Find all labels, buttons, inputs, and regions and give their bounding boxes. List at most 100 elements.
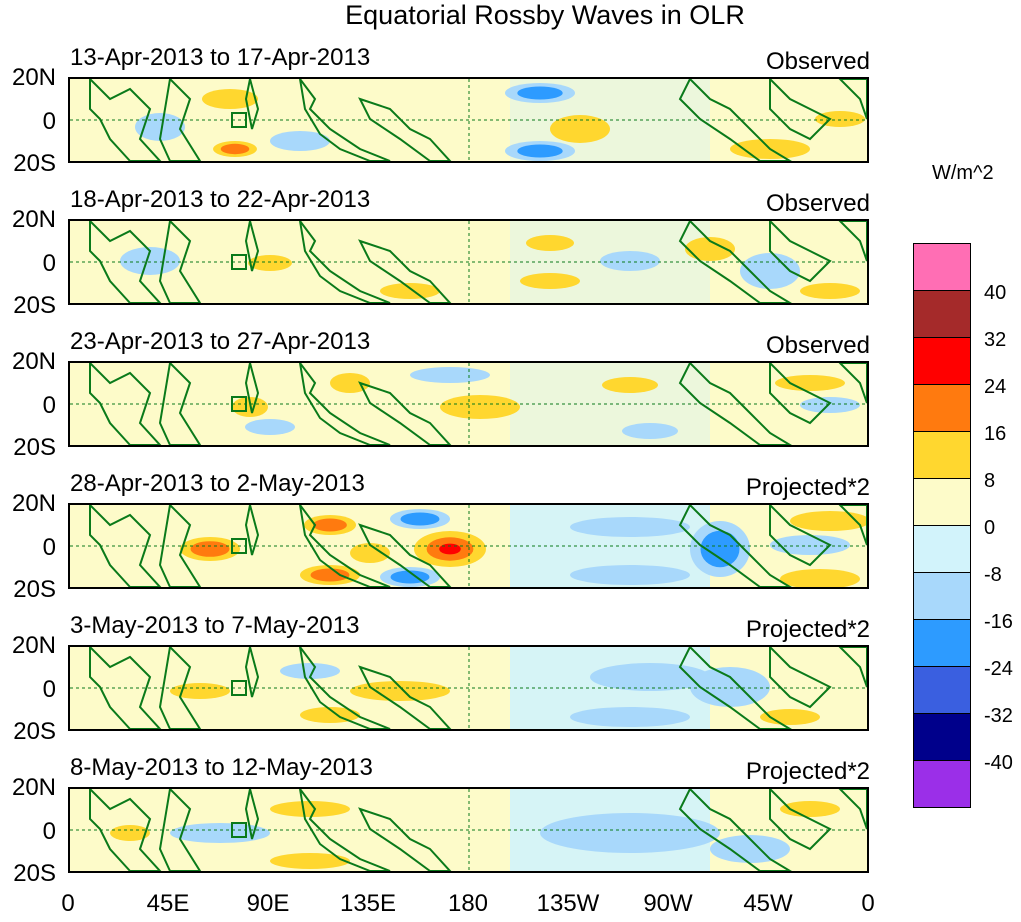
coastline <box>769 79 832 141</box>
coastline <box>358 97 452 161</box>
coastline <box>158 505 202 587</box>
coastline <box>769 221 832 283</box>
map-panel-3: 23-Apr-2013 to 27-Apr-2013 Observed <box>0 328 880 458</box>
positive-anomaly-contour <box>520 273 580 289</box>
map-panel-4: 28-Apr-2013 to 2-May-2013 Projected*2 <box>0 470 880 600</box>
coastline <box>158 789 202 871</box>
colorbar-label: 16 <box>984 423 1007 445</box>
lat-label-20n: 20N <box>11 774 56 801</box>
positive-anomaly-contour <box>526 235 574 251</box>
lat-label-20n: 20N <box>11 632 56 659</box>
map-panel-2: 18-Apr-2013 to 22-Apr-2013 Observed <box>0 186 880 316</box>
coastline <box>299 79 391 161</box>
coastline <box>89 647 162 729</box>
negative-anomaly-contour <box>600 251 660 271</box>
coastline <box>358 665 452 729</box>
positive-anomaly-contour <box>815 111 865 127</box>
coastline <box>89 363 162 445</box>
positive-anomaly-contour <box>775 375 845 391</box>
coastline <box>158 79 202 161</box>
coastline <box>158 647 202 729</box>
lon-label: 0 <box>61 890 75 917</box>
panel-data-type: Observed <box>765 190 870 217</box>
coastline <box>299 363 391 445</box>
positive-anomaly-contour <box>380 283 440 299</box>
colorbar-units: W/m^2 <box>932 162 994 184</box>
panel-data-type: Observed <box>765 332 870 359</box>
coastline <box>838 79 867 120</box>
map-frame-5 <box>68 645 869 731</box>
olr-anomaly-map <box>70 221 867 303</box>
lat-label-20s: 20S <box>13 860 56 887</box>
colorbar-label: 40 <box>984 282 1007 304</box>
colorbar-swatch <box>913 666 971 713</box>
coastline <box>244 647 260 698</box>
colorbar-label: -16 <box>984 611 1013 633</box>
negative-anomaly-contour <box>245 419 295 435</box>
panel-date-range: 13-Apr-2013 to 17-Apr-2013 <box>70 44 371 71</box>
colorbar-swatch <box>913 290 971 337</box>
lat-label-eq: 0 <box>42 108 56 135</box>
olr-anomaly-map <box>70 789 867 871</box>
positive-anomaly-contour <box>170 683 230 699</box>
lon-label: 135E <box>339 890 397 917</box>
map-frame-3 <box>68 361 869 447</box>
coastline <box>358 807 452 871</box>
olr-anomaly-map <box>70 647 867 729</box>
coastline <box>244 79 260 130</box>
map-frame-6 <box>68 787 869 873</box>
lat-label-20n: 20N <box>11 64 56 91</box>
coastline <box>244 505 260 556</box>
lat-label-20s: 20S <box>13 434 56 461</box>
coastline <box>358 239 452 303</box>
negative-anomaly-contour <box>270 131 330 151</box>
lat-label-eq: 0 <box>42 676 56 703</box>
lat-label-20s: 20S <box>13 576 56 603</box>
colorbar-swatch <box>913 243 971 290</box>
negative-anomaly-contour <box>590 663 710 691</box>
olr-anomaly-map <box>70 505 867 587</box>
lon-label: 0 <box>861 890 875 917</box>
positive-anomaly-contour <box>602 377 658 393</box>
colorbar-swatch <box>913 478 971 525</box>
positive-anomaly-contour <box>350 681 450 701</box>
colorbar-label: 0 <box>984 517 996 539</box>
positive-anomaly-contour <box>790 511 867 531</box>
panel-date-range: 23-Apr-2013 to 27-Apr-2013 <box>70 328 371 355</box>
coastline <box>358 523 452 587</box>
coastline <box>89 505 162 587</box>
coastline <box>838 647 867 688</box>
positive-anomaly-contour <box>220 143 250 155</box>
coastline <box>89 789 162 871</box>
positive-anomaly-contour <box>190 541 230 557</box>
positive-anomaly-contour <box>248 255 292 271</box>
negative-anomaly-contour <box>570 707 690 727</box>
lat-label-20n: 20N <box>11 490 56 517</box>
panel-data-type: Observed <box>765 48 870 75</box>
lon-label: 90W <box>643 890 693 917</box>
coastline <box>678 647 792 729</box>
coastline <box>838 221 867 262</box>
colorbar-label: 32 <box>984 329 1007 351</box>
coastline <box>769 363 832 425</box>
positive-anomaly-contour <box>270 853 350 869</box>
map-frame-2 <box>68 219 869 305</box>
negative-anomaly-contour <box>280 663 340 679</box>
negative-anomaly-contour <box>800 397 860 413</box>
coastline <box>299 647 391 729</box>
positive-anomaly-contour <box>440 395 520 419</box>
coastline <box>244 789 260 840</box>
colorbar-label: -32 <box>984 705 1013 727</box>
negative-anomaly-contour <box>710 835 790 863</box>
coastline <box>89 221 162 303</box>
positive-anomaly-contour <box>110 825 150 841</box>
positive-anomaly-contour <box>780 569 860 587</box>
lon-label: 45W <box>743 890 793 917</box>
lat-label-eq: 0 <box>42 818 56 845</box>
olr-anomaly-map <box>70 79 867 161</box>
negative-anomaly-contour <box>517 86 563 100</box>
positive-anomaly-contour <box>202 89 258 109</box>
colorbar-label: -24 <box>984 658 1013 680</box>
coastline <box>358 381 452 445</box>
coastline <box>678 79 792 161</box>
